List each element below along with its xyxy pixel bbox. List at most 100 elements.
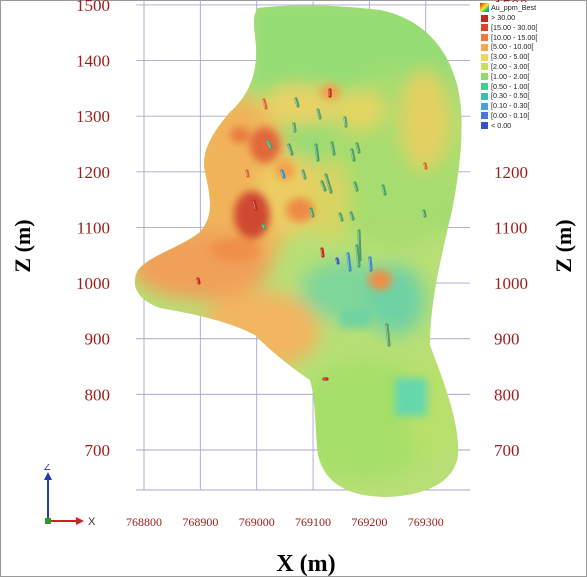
axis-orientation-triad: Z X [44,464,96,528]
legend-label-5: [2.00 - 3.00[ [491,61,530,71]
legend-swatch-1 [481,24,488,32]
x-tick-label-2: 769000 [239,515,275,529]
drillhole-trace-7 [287,143,294,156]
y-tick-label-left-6: 1300 [76,107,110,126]
triad-z-label: Z [44,464,51,473]
legend-swatch-11 [481,122,488,130]
legend-label-8: [0.30 - 0.50[ [491,91,530,101]
y-tick-label-left-3: 1000 [76,274,110,293]
legend-title: Au_ppm_Best [479,2,549,13]
drillhole-trace-16 [353,181,359,192]
y-tick-label-right-5: 1200 [494,163,528,182]
y-axis-label-right: Z (m) [551,219,576,272]
x-tick-label-1: 768900 [182,515,218,529]
drillhole-trace-11 [355,142,361,154]
legend-entry-0: > 30.00 [479,13,549,23]
drillhole-trace-1 [262,98,268,110]
drillhole-trace-24 [346,252,352,272]
drillhole-trace-14 [320,180,327,192]
drillhole-trace-13 [301,169,307,180]
drillhole-trace-5 [292,122,297,133]
drillhole-trace-32 [252,199,258,211]
color-scale-icon [480,3,489,12]
legend-swatch-0 [481,14,488,22]
y-tick-label-left-5: 1200 [76,163,110,182]
legend-label-9: [0.10 - 0.30[ [491,101,530,111]
legend-entry-11: < 0.00 [479,121,549,131]
drillhole-trace-4 [343,116,348,128]
drillhole-trace-3 [316,108,322,120]
y-tick-label-right-1: 800 [494,385,520,404]
y-tick-label-left-8: 1500 [76,0,110,15]
legend-swatch-3 [481,43,488,51]
legend-label-11: < 0.00 [491,120,512,130]
drillhole-trace-25 [368,256,373,272]
legend-swatch-5 [481,63,488,71]
legend-swatch-7 [481,83,488,91]
legend-label-4: [3.00 - 5.00[ [491,52,530,62]
legend-label-0: > 30.00 [491,13,516,22]
x-tick-label-0: 768800 [126,515,162,529]
y-tick-label-right-3: 1000 [494,274,528,293]
legend-entry-5: [2.00 - 3.00[ [479,62,549,72]
drillhole-trace-29 [196,277,201,285]
y-tick-label-left-2: 900 [85,330,111,349]
drillhole-trace-12 [280,169,286,179]
drillhole-trace-26 [385,323,391,347]
y-tick-label-left-4: 1100 [77,218,110,237]
legend-title-text: Au_ppm_Best [491,3,537,12]
x-tick-label-4: 769200 [351,515,387,529]
legend-entry-8: [0.30 - 0.50[ [479,91,549,101]
legend-label-7: [0.50 - 1.00[ [491,81,530,91]
legend-swatch-10 [481,112,488,120]
legend-entry-2: [10.00 - 15.00[ [479,33,549,43]
drillhole-trace-21 [349,211,355,221]
y-axis-label-left: Z (m) [10,219,35,272]
legend-label-10: [0.00 - 0.10[ [491,110,530,120]
legend-entry-6: [1.00 - 2.00[ [479,72,549,82]
drillhole-trace-23 [355,244,361,268]
drillhole-trace-28 [422,209,427,218]
legend-entry-4: [3.00 - 5.00[ [479,52,549,62]
y-tick-label-left-7: 1400 [76,52,110,71]
y-tick-label-right-0: 700 [494,441,520,460]
legend-entry-7: [0.50 - 1.00[ [479,82,549,92]
legend-label-3: [5.00 - 10.00[ [491,42,534,52]
drillhole-trace-17 [381,184,387,196]
legend-label-1: [15.00 - 30.00[ [491,22,538,32]
legend-entry-1: [15.00 - 30.00[ [479,23,549,33]
legend: Au_ppm_Best > 30.00 [15.00 - 30.00[[10.00… [479,2,549,131]
drillhole-trace-10 [350,148,356,162]
legend-label-2: [10.00 - 15.00[ [491,32,538,42]
drillhole-trace-6 [266,139,273,150]
drillhole-trace-34 [423,162,428,170]
triad-x-label: X [88,516,96,528]
drillhole-trace-15 [324,173,333,194]
grade-heatmap-body [134,5,462,497]
drillhole-trace-9 [330,141,336,156]
x-tick-label-3: 769100 [295,515,331,529]
legend-entry-10: [0.00 - 0.10[ [479,111,549,121]
y-tick-label-left-0: 700 [85,441,111,460]
legend-swatch-9 [481,102,488,110]
legend-swatch-2 [481,34,488,42]
legend-swatch-4 [481,53,488,61]
legend-swatch-6 [481,73,488,81]
drillhole-traces [196,88,428,381]
legend-label-6: [1.00 - 2.00[ [491,71,530,81]
drillhole-trace-19 [309,207,315,218]
x-tick-label-5: 769300 [408,515,444,529]
drillhole-trace-33 [335,257,340,265]
drillhole-trace-31 [261,223,267,230]
legend-entry-3: [5.00 - 10.00[ [479,42,549,52]
drillhole-trace-22 [357,229,362,262]
drillhole-trace-27 [320,247,325,258]
drillhole-trace-18 [245,169,250,178]
x-axis-label: X (m) [276,551,335,577]
y-tick-label-left-1: 800 [85,385,111,404]
drillhole-trace-2 [294,97,300,108]
legend-swatch-8 [481,92,488,100]
y-tick-label-right-4: 1100 [494,218,527,237]
drillhole-trace-20 [338,212,344,222]
